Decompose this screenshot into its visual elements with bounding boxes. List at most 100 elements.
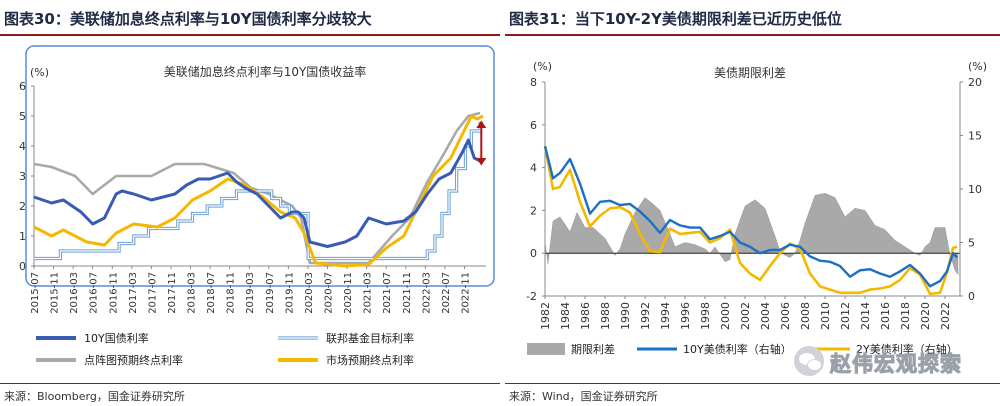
- y-left-tick-label: 0: [530, 247, 537, 260]
- y-tick-label: 6: [19, 80, 26, 93]
- title-rule: [505, 34, 1000, 36]
- chart-title: 美债期限利差: [714, 66, 786, 80]
- x-tick-label: 2010: [819, 302, 832, 330]
- y-right-tick-label: 10: [968, 183, 982, 196]
- x-tick-label: 2018-07: [206, 272, 217, 314]
- x-tick-label: 2020-03: [304, 272, 315, 314]
- x-tick-label: 2002: [739, 302, 752, 330]
- footer-rule: [505, 383, 1000, 384]
- x-tick-label: 1984: [559, 302, 572, 330]
- x-tick-label: 1990: [619, 302, 632, 330]
- watermark-text: 赵伟宏观探索: [830, 352, 962, 377]
- watermark: 赵伟宏观探索: [794, 342, 994, 382]
- legend-label: 市场预期终点利率: [326, 353, 414, 367]
- x-tick-label: 2017-03: [128, 272, 139, 314]
- x-tick-label: 2014: [859, 302, 872, 330]
- x-tick-label: 2020: [919, 302, 932, 330]
- series-dot-plot-terminal-line: [33, 111, 481, 265]
- annotation-arrow-head-down: [476, 158, 487, 166]
- y-tick-label: 2: [19, 200, 26, 213]
- x-tick-label: 1996: [679, 302, 692, 330]
- x-tick-label: 2017-07: [147, 272, 158, 314]
- chart-frame: [25, 45, 495, 287]
- x-tick-label: 2015-11: [50, 272, 61, 314]
- series-term-spread-area: [544, 193, 959, 276]
- x-tick-label: 2015-07: [30, 272, 41, 314]
- legend-label: 点阵图预期终点利率: [84, 353, 183, 367]
- y-axis-unit: (%): [30, 66, 49, 79]
- x-tick-label: 2016-07: [89, 272, 100, 314]
- series-fed-funds-line-core: [34, 122, 484, 260]
- x-tick-label: 2021-11: [402, 272, 413, 314]
- y-right-tick-label: 20: [968, 76, 982, 89]
- x-tick-label: 2008: [799, 302, 812, 330]
- y-tick-label: 5: [19, 110, 26, 123]
- x-tick-label: 2016-03: [69, 272, 80, 314]
- y-tick-label: 3: [19, 170, 26, 183]
- x-tick-label: 1998: [699, 302, 712, 330]
- x-tick-label: 2021-03: [363, 272, 374, 314]
- y-axis-left-unit: (%): [533, 60, 552, 73]
- series-market-terminal-line: [33, 114, 484, 268]
- series-10y-treasury-line: [543, 145, 958, 288]
- x-tick-label: 2022-07: [441, 272, 452, 314]
- y-left-tick-label: -2: [526, 290, 537, 303]
- x-tick-label: 2012: [839, 302, 852, 330]
- x-tick-label: 1988: [599, 302, 612, 330]
- x-tick-label: 2018-11: [226, 272, 237, 314]
- y-left-tick-label: 8: [530, 76, 537, 89]
- series-10y-treasury-line: [33, 138, 481, 248]
- series-2y-treasury-line: [543, 145, 958, 296]
- x-tick-label: 2017-11: [167, 272, 178, 314]
- chart-30: 美联储加息终点利率与10Y国债收益率 (%) 0 1 2 3 4 5 6 2015-07 2015-…: [19, 45, 495, 367]
- title-rule: [0, 34, 500, 36]
- wechat-logo-icon: [794, 346, 824, 376]
- footer-rule: [0, 383, 500, 384]
- y-left-tick-label: 4: [530, 162, 537, 175]
- legend-label: 10Y美债利率（右轴）: [683, 342, 792, 356]
- legend-label: 期限利差: [571, 342, 615, 356]
- x-tick-label: 2019-07: [265, 272, 276, 314]
- figure-30-panel: 图表30：美联储加息终点利率与10Y国债利率分歧较大 美联储加息终点利率与10Y…: [0, 10, 500, 403]
- x-tick-label: 2019-03: [245, 272, 256, 314]
- y-left-tick-label: 2: [530, 204, 537, 217]
- legend-swatch: [527, 343, 565, 355]
- x-tick-label: 2021-07: [382, 272, 393, 314]
- x-tick-label: 2006: [779, 302, 792, 330]
- y-right-tick-label: 15: [968, 130, 982, 143]
- y-axis-right-unit: (%): [968, 60, 987, 73]
- x-tick-label: 2022-11: [460, 272, 471, 314]
- chart-31: 美债期限利差 (%) (%) -2 0 2 4 6 8 0 5 10 15 20 1982 1984 1986 1…: [526, 60, 987, 356]
- x-tick-label: 2020-07: [324, 272, 335, 314]
- annotation-arrow-head-up: [476, 120, 487, 128]
- figure-31-source: 来源：Wind，国金证券研究所: [509, 390, 658, 403]
- figure-30-title: 图表30：美联储加息终点利率与10Y国债利率分歧较大: [4, 10, 372, 28]
- x-tick-label: 2022: [939, 302, 952, 330]
- y-left-tick-label: 6: [530, 119, 537, 132]
- x-tick-label: 2022-03: [421, 272, 432, 314]
- y-tick-label: 0: [19, 260, 26, 273]
- figure-31-title: 图表31：当下10Y-2Y美债期限利差已近历史低位: [509, 10, 842, 28]
- x-tick-label: 2019-11: [284, 272, 295, 314]
- x-tick-label: 2016: [879, 302, 892, 330]
- x-tick-label: 2000: [719, 302, 732, 330]
- y-tick-label: 4: [19, 140, 26, 153]
- x-tick-label: 2020-11: [343, 272, 354, 314]
- x-tick-label: 1994: [659, 302, 672, 330]
- legend-label: 2Y美债利率（右轴）: [856, 342, 958, 356]
- y-right-tick-label: 5: [968, 237, 975, 250]
- x-tick-label: 1986: [579, 302, 592, 330]
- x-tick-label: 2016-11: [108, 272, 119, 314]
- x-tick-label: 1992: [639, 302, 652, 330]
- x-tick-label: 2018: [899, 302, 912, 330]
- x-tick-label: 1982: [539, 302, 552, 330]
- x-tick-label: 2004: [759, 302, 772, 330]
- chart-title: 美联储加息终点利率与10Y国债收益率: [164, 64, 367, 79]
- y-right-tick-label: 0: [968, 290, 975, 303]
- y-tick-label: 1: [19, 230, 26, 243]
- legend-label: 联邦基金目标利率: [326, 331, 414, 345]
- x-tick-label: 2018-03: [187, 272, 198, 314]
- figure-31-panel: 图表31：当下10Y-2Y美债期限利差已近历史低位 美债期限利差 (%) (%) -2…: [505, 0, 1000, 406]
- figure-30-source: 来源：Bloomberg，国金证券研究所: [4, 390, 185, 403]
- legend-label: 10Y国债利率: [84, 331, 149, 345]
